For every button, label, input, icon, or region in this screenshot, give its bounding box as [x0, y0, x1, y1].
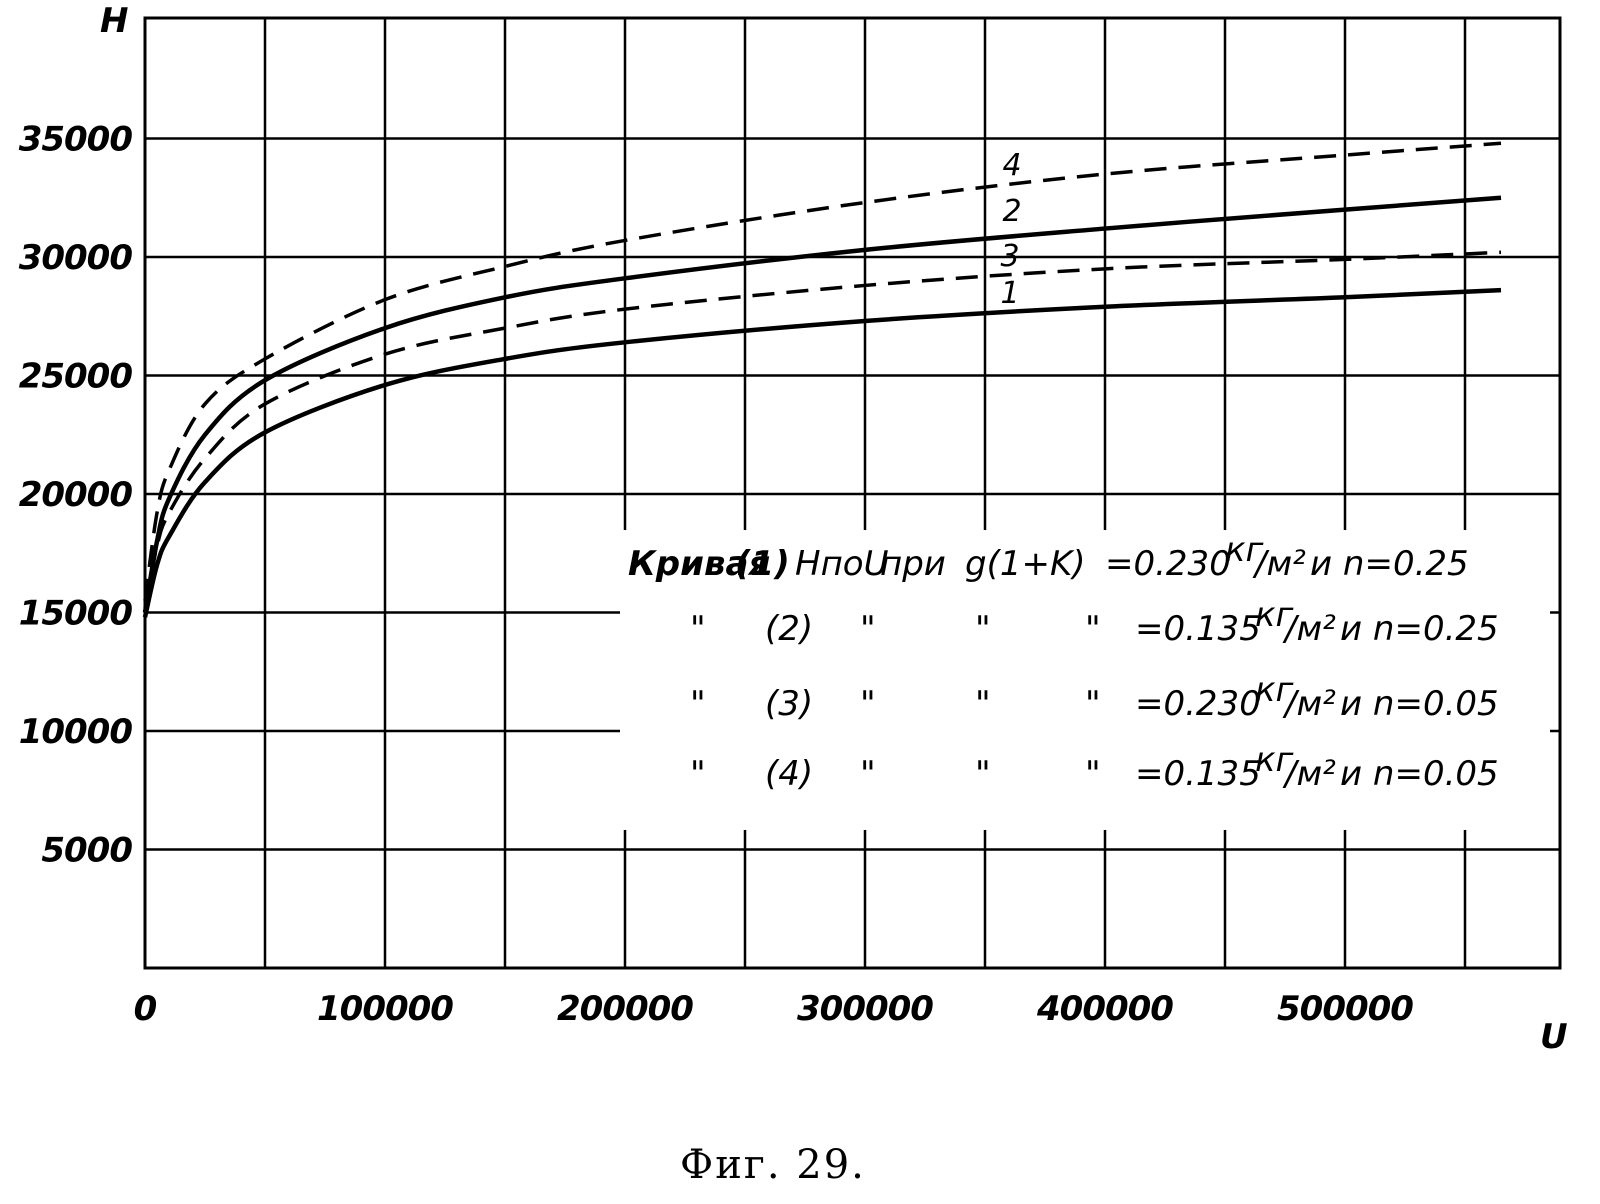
legend-tail: и n=0.05	[1340, 754, 1499, 794]
legend-value: =0.230	[1135, 684, 1261, 724]
legend-unit: /м²	[1282, 684, 1336, 724]
series-label-4: 4	[1002, 148, 1021, 183]
legend-tail: и n=0.05	[1340, 684, 1499, 724]
y-tick-label: 35000	[19, 120, 133, 160]
legend-cell: "	[975, 754, 991, 794]
legend-unit-sup: кг	[1255, 740, 1295, 780]
series-line-1	[142, 287, 1502, 618]
figure-caption: Фиг. 29.	[680, 1142, 866, 1188]
legend-cell: "	[860, 754, 876, 794]
legend-cell: g(1+K)	[965, 544, 1086, 584]
legend-cell: "	[1085, 754, 1101, 794]
legend-cell: "	[860, 684, 876, 724]
legend-tail: и n=0.25	[1310, 544, 1469, 584]
x-tick-label: 400000	[1036, 989, 1173, 1029]
legend-cell: "	[690, 609, 706, 649]
legend-cell: "	[1085, 684, 1101, 724]
x-tick-label: 200000	[557, 989, 693, 1029]
y-tick-label: 15000	[19, 594, 133, 634]
legend-unit-sup: кг	[1255, 670, 1295, 710]
legend-value: =0.135	[1135, 609, 1261, 649]
legend-unit-sup: кг	[1225, 530, 1265, 570]
y-tick-label: 25000	[19, 357, 133, 397]
y-tick-label: 10000	[19, 712, 133, 752]
legend-cell: "	[1085, 609, 1101, 649]
legend-cell: "	[975, 684, 991, 724]
legend-unit-sup: кг	[1255, 595, 1295, 635]
y-tick-label: 5000	[41, 831, 132, 871]
legend-panel	[620, 530, 1550, 830]
tick-labels: 5000 10000 15000 20000 25000 30000 35000 0 10000…	[19, 120, 1415, 1030]
legend-unit: /м²	[1252, 544, 1306, 584]
legend-cell: "	[690, 754, 706, 794]
legend-cell: "	[860, 609, 876, 649]
legend-unit: /м²	[1282, 609, 1336, 649]
series-label-2: 2	[1002, 194, 1021, 229]
legend-cell: (4)	[765, 754, 813, 794]
legend-tail: и n=0.25	[1340, 609, 1499, 649]
y-tick-label: 20000	[19, 475, 133, 515]
legend-cell: HпoU	[795, 544, 889, 584]
x-tick-label: 500000	[1277, 989, 1413, 1029]
curves	[142, 141, 1502, 618]
series-line-3	[143, 250, 1502, 609]
legend-value: =0.135	[1135, 754, 1261, 794]
y-tick-label: 30000	[19, 238, 133, 278]
series-line-4	[143, 141, 1502, 601]
legend-cell: при	[880, 544, 946, 584]
series-line-2	[142, 195, 1502, 613]
series-label-1: 1	[1000, 276, 1019, 311]
x-tick-label: 0	[134, 989, 157, 1029]
legend-cell: (1)	[735, 544, 790, 584]
curve-labels: 1 2 3 4	[1000, 148, 1021, 311]
legend-cell: (3)	[765, 684, 813, 724]
legend-cell: (2)	[765, 609, 813, 649]
series-label-3: 3	[1000, 239, 1019, 274]
legend-value: =0.230	[1105, 544, 1231, 584]
legend-cell: "	[690, 684, 706, 724]
y-axis-label: H	[100, 1, 128, 41]
legend-cell: Кривая	[628, 544, 770, 584]
legend-cell: "	[975, 609, 991, 649]
legend-unit: /м²	[1282, 754, 1336, 794]
x-tick-label: 300000	[797, 989, 933, 1029]
x-axis-label: U	[1540, 1017, 1568, 1057]
x-tick-label: 100000	[317, 989, 453, 1029]
